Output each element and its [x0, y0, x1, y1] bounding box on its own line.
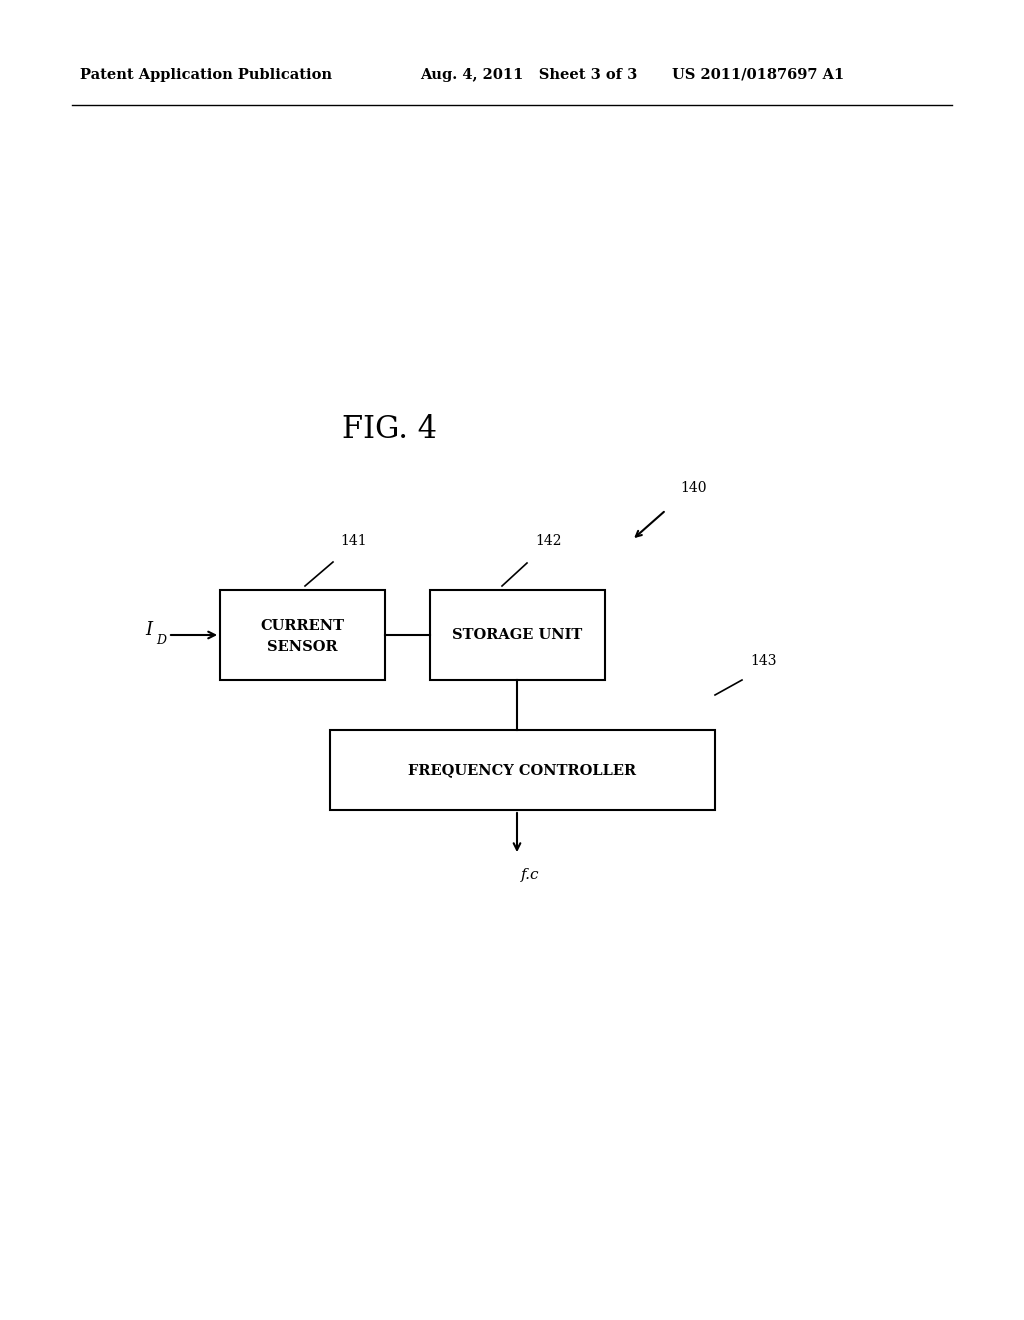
Text: US 2011/0187697 A1: US 2011/0187697 A1: [672, 69, 844, 82]
Text: STORAGE UNIT: STORAGE UNIT: [453, 628, 583, 642]
Text: Aug. 4, 2011   Sheet 3 of 3: Aug. 4, 2011 Sheet 3 of 3: [420, 69, 637, 82]
Text: 140: 140: [680, 480, 707, 495]
Bar: [330, 730, 715, 810]
Text: D: D: [156, 634, 166, 647]
Text: FREQUENCY CONTROLLER: FREQUENCY CONTROLLER: [409, 763, 637, 777]
Text: f.c: f.c: [521, 869, 540, 882]
Text: CURRENT: CURRENT: [260, 619, 344, 634]
Text: Patent Application Publication: Patent Application Publication: [80, 69, 332, 82]
Text: 143: 143: [750, 653, 776, 668]
Bar: [430, 590, 605, 680]
Text: FIG. 4: FIG. 4: [342, 414, 437, 446]
Text: 142: 142: [535, 535, 561, 548]
Text: 141: 141: [340, 535, 367, 548]
Bar: [220, 590, 385, 680]
Text: I: I: [145, 620, 153, 639]
Text: SENSOR: SENSOR: [267, 640, 338, 653]
